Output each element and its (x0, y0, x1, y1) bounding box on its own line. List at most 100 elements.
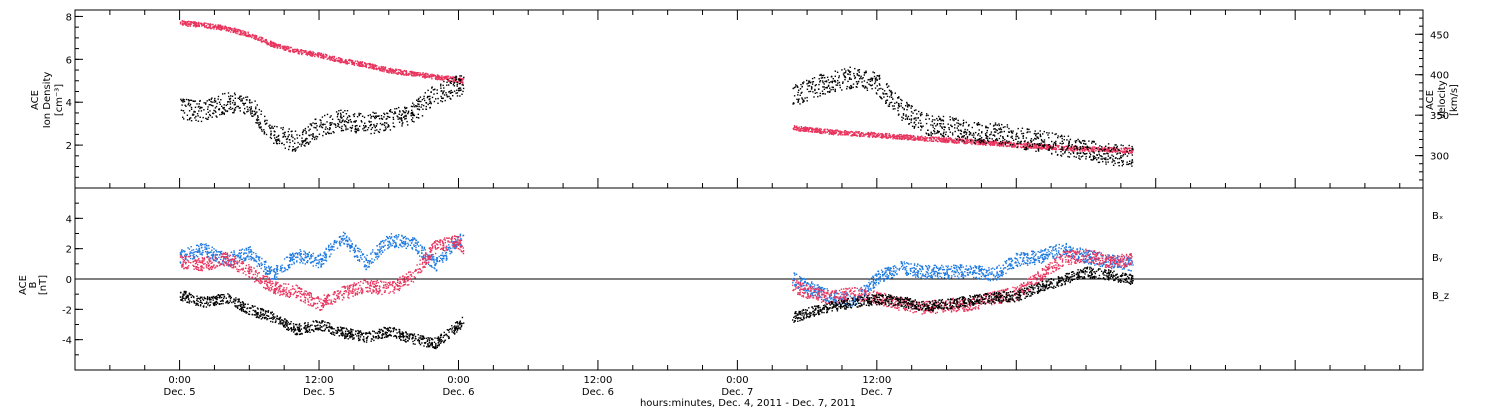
data-point (871, 135, 873, 137)
data-point (384, 126, 387, 128)
data-point (296, 260, 298, 262)
data-point (213, 101, 215, 103)
data-point (338, 57, 340, 59)
data-point (1107, 147, 1110, 149)
data-point (1116, 145, 1118, 148)
data-point (431, 73, 433, 75)
data-point (288, 134, 290, 136)
data-point (263, 131, 265, 133)
data-point (318, 261, 320, 263)
data-point (878, 134, 880, 137)
data-point (447, 79, 449, 81)
data-point (800, 127, 803, 129)
data-point (370, 65, 372, 68)
data-point (1112, 158, 1114, 160)
data-point (407, 111, 410, 114)
data-point (429, 98, 431, 100)
data-point (963, 122, 965, 124)
data-point (902, 114, 905, 116)
data-point (255, 122, 257, 124)
data-point (381, 70, 384, 72)
data-point (1012, 144, 1014, 146)
data-point (255, 35, 258, 37)
data-point (309, 52, 311, 54)
data-point (818, 130, 821, 132)
data-point (360, 61, 362, 63)
data-point (1113, 146, 1115, 148)
data-point (888, 133, 890, 135)
data-point (1131, 161, 1133, 163)
data-point (422, 72, 424, 74)
data-point (902, 135, 904, 137)
data-point (403, 69, 406, 72)
data-point (343, 121, 346, 123)
data-point (1051, 148, 1053, 150)
data-point (183, 118, 185, 120)
data-point (1129, 147, 1131, 149)
data-point (971, 126, 973, 129)
data-point (1076, 153, 1078, 155)
data-point (978, 123, 980, 126)
data-point (230, 251, 233, 253)
data-point (204, 243, 206, 246)
data-point (219, 254, 221, 256)
data-point (942, 133, 945, 135)
data-point (995, 142, 998, 144)
data-point (1012, 146, 1014, 148)
data-point (375, 65, 377, 67)
data-point (440, 100, 442, 102)
data-point (283, 45, 285, 48)
data-point (1075, 140, 1078, 142)
data-point (353, 64, 355, 66)
data-point (983, 141, 985, 144)
data-point (400, 69, 402, 71)
data-point (314, 118, 316, 120)
data-point (189, 255, 192, 257)
data-point (441, 79, 443, 81)
data-point (341, 241, 343, 243)
data-point (399, 111, 401, 113)
data-point (222, 112, 224, 114)
data-point (243, 34, 245, 36)
data-point (354, 127, 357, 129)
data-point (325, 133, 327, 135)
data-point (399, 72, 402, 74)
data-point (940, 118, 942, 120)
data-point (1012, 143, 1014, 145)
data-point (992, 140, 995, 142)
data-point (1017, 127, 1019, 130)
data-point (830, 129, 832, 131)
data-point (1042, 144, 1044, 146)
data-point (179, 23, 182, 25)
data-point (1115, 144, 1117, 146)
data-point (1037, 150, 1040, 152)
data-point (374, 117, 376, 120)
data-point (898, 113, 900, 115)
data-point (369, 66, 371, 69)
data-point (887, 105, 890, 107)
data-point (221, 113, 223, 115)
data-point (956, 127, 958, 129)
data-point (379, 68, 381, 71)
data-point (1042, 145, 1044, 147)
data-point (201, 254, 203, 256)
data-point (411, 71, 413, 74)
data-point (1101, 150, 1103, 152)
data-point (245, 252, 248, 254)
data-point (425, 76, 428, 78)
data-point (256, 265, 258, 267)
data-point (189, 25, 191, 27)
data-point (189, 23, 191, 25)
data-point (354, 121, 356, 123)
data-point (936, 137, 938, 139)
data-point (349, 119, 352, 121)
data-point (376, 65, 378, 67)
data-point (323, 256, 326, 258)
data-point (289, 264, 291, 266)
data-point (834, 81, 837, 83)
data-point (185, 254, 188, 256)
data-point (803, 100, 805, 102)
data-point (1090, 149, 1093, 151)
data-point (292, 136, 294, 139)
data-point (806, 83, 808, 85)
